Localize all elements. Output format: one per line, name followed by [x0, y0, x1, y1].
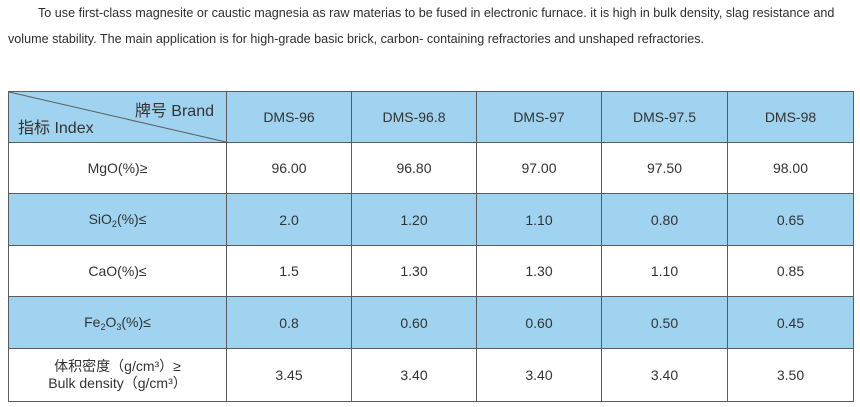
- formula-part: Fe: [84, 313, 101, 330]
- table-cell: 96.80: [351, 142, 477, 194]
- table-cell: 3.50: [727, 348, 854, 402]
- formula-part: (%)≤: [116, 210, 147, 227]
- table-cell: 96.00: [226, 142, 352, 194]
- table-cell: 0.80: [601, 193, 728, 246]
- row-label-sio2: SiO2(%)≤: [8, 193, 227, 246]
- table-cell: 0.60: [351, 296, 477, 349]
- table-cell: 1.30: [476, 245, 602, 297]
- formula-part: SiO: [88, 210, 112, 227]
- corner-brand-label: 牌号 Brand: [134, 103, 214, 120]
- table-row: MgO(%)≥ 96.00 96.80 97.00 97.50 98.00: [8, 142, 854, 194]
- formula-subscript: 2: [111, 218, 117, 229]
- bulk-density-label-cn: 体积密度（g/cm³）≥: [54, 358, 181, 374]
- table-cell: 3.40: [601, 348, 728, 402]
- row-label-mgo: MgO(%)≥: [8, 142, 227, 194]
- corner-index-label: 指标 Index: [18, 120, 94, 137]
- table-cell: 1.10: [476, 193, 602, 246]
- table-cell: 0.45: [727, 296, 854, 349]
- row-label-bulk-density: 体积密度（g/cm³）≥ Bulk density（g/cm³）: [8, 348, 227, 402]
- table-cell: 0.85: [727, 245, 854, 297]
- table-cell: 3.40: [476, 348, 602, 402]
- intro-paragraph: To use first-class magnesite or caustic …: [8, 6, 835, 46]
- formula-part: (%)≤: [121, 313, 151, 330]
- brand-header: DMS-96: [226, 91, 352, 143]
- table-row: SiO2(%)≤ 2.0 1.20 1.10 0.80 0.65: [8, 193, 854, 246]
- table-cell: 0.65: [727, 193, 854, 246]
- formula-subscript: 3: [116, 321, 122, 332]
- row-label-cao: CaO(%)≤: [8, 245, 227, 297]
- brand-header: DMS-96.8: [351, 91, 477, 143]
- formula-subscript: 2: [100, 321, 106, 332]
- formula-part: O: [105, 313, 117, 330]
- table-row: CaO(%)≤ 1.5 1.30 1.30 1.10 0.85: [8, 245, 854, 297]
- table-cell: 98.00: [727, 142, 854, 194]
- diagonal-line: [9, 92, 226, 142]
- table-cell: 1.20: [351, 193, 477, 246]
- table-row: 体积密度（g/cm³）≥ Bulk density（g/cm³） 3.45 3.4…: [8, 348, 854, 402]
- brand-header: DMS-97.5: [601, 91, 728, 143]
- brand-header: DMS-98: [727, 91, 854, 143]
- table-cell: 97.00: [476, 142, 602, 194]
- table-cell: 97.50: [601, 142, 728, 194]
- table-cell: 1.10: [601, 245, 728, 297]
- table-cell: 1.30: [351, 245, 477, 297]
- table-cell: 2.0: [226, 193, 352, 246]
- header-row: 牌号 Brand 指标 Index DMS-96 DMS-96.8 DMS-97…: [8, 91, 854, 143]
- table-cell: 0.50: [601, 296, 728, 349]
- table-cell: 0.60: [476, 296, 602, 349]
- table-cell: 1.5: [226, 245, 352, 297]
- table-cell: 3.40: [351, 348, 477, 402]
- table-cell: 3.45: [226, 348, 352, 402]
- bulk-density-label-en: Bulk density（g/cm³）: [48, 375, 187, 391]
- table-cell: 0.8: [226, 296, 352, 349]
- brand-header: DMS-97: [476, 91, 602, 143]
- spec-table: 牌号 Brand 指标 Index DMS-96 DMS-96.8 DMS-97…: [8, 91, 854, 402]
- corner-header: 牌号 Brand 指标 Index: [8, 91, 227, 143]
- table-row: Fe2O3(%)≤ 0.8 0.60 0.60 0.50 0.45: [8, 296, 854, 349]
- row-label-fe2o3: Fe2O3(%)≤: [8, 296, 227, 349]
